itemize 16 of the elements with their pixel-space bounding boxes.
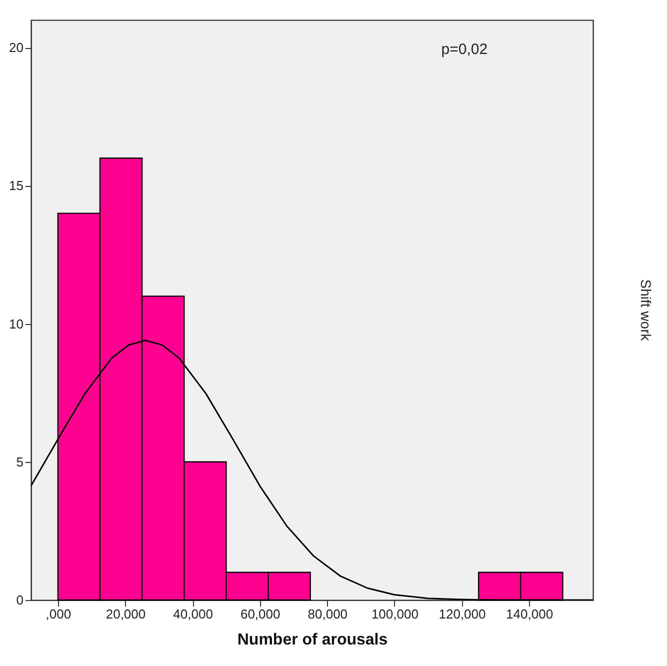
y2-axis-title: Shift work (638, 279, 654, 342)
y-tick-label: 15 (9, 178, 24, 194)
x-tick-label: 60,000 (240, 606, 280, 622)
x-tick-label: 40,000 (173, 606, 213, 622)
x-tick-label: ,000 (46, 606, 72, 622)
x-tick-label: 80,000 (308, 606, 348, 622)
x-axis-title: Number of arousals (237, 632, 388, 648)
y-tick-label: 0 (16, 592, 24, 608)
y-tick-label: 10 (9, 316, 24, 332)
y-tick-label: 5 (16, 454, 24, 470)
x-tick-label: 20,000 (106, 606, 146, 622)
x-tick-label: 120,000 (438, 606, 486, 622)
x-tick-label: 140,000 (506, 606, 554, 622)
y-tick-label: 20 (9, 40, 24, 56)
annotation: p=0,02 (441, 41, 488, 58)
x-tick-label: 100,000 (371, 606, 418, 622)
